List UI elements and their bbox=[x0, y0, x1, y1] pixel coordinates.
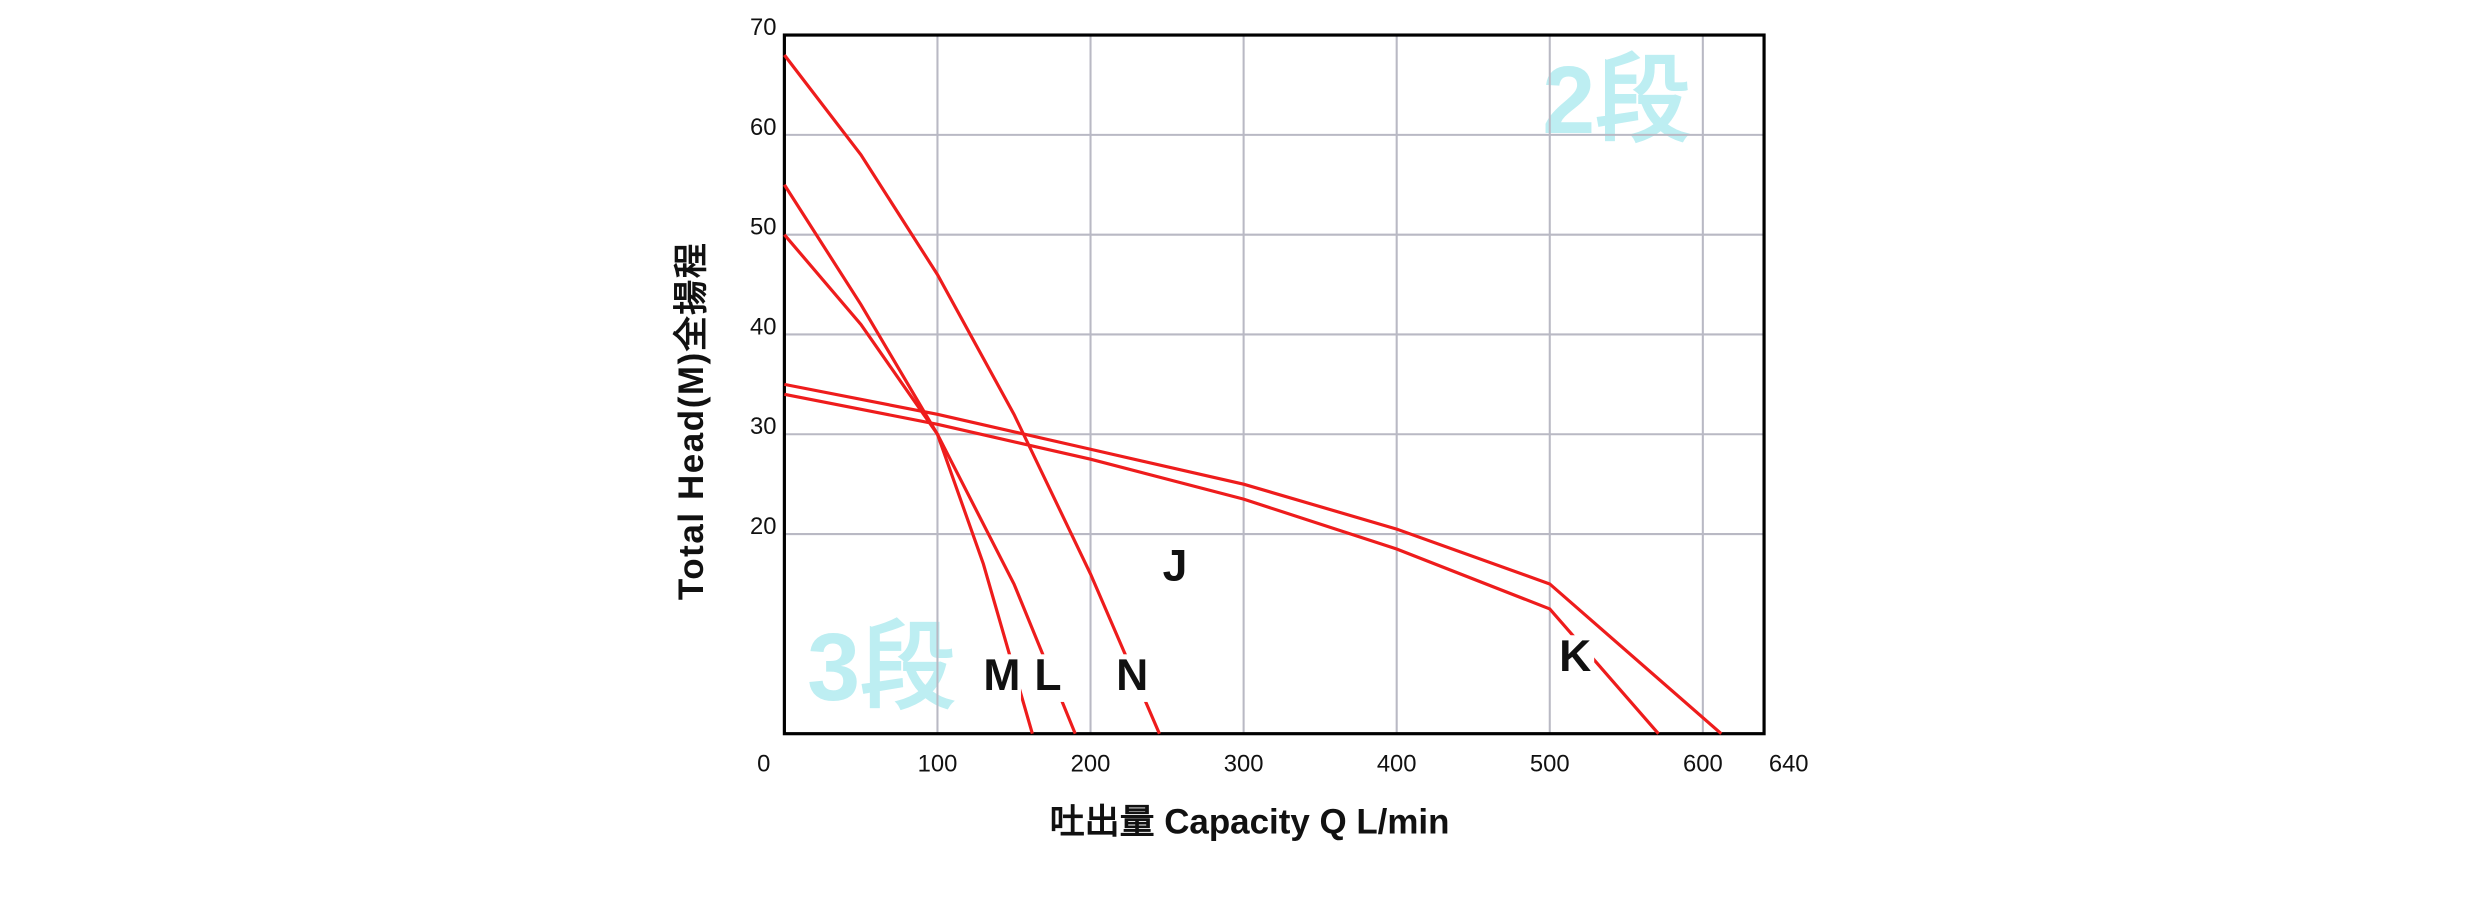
x-tick-label: 400 bbox=[1377, 751, 1417, 778]
y-tick-label: 40 bbox=[750, 313, 776, 340]
label-backdrop bbox=[1113, 654, 1152, 702]
y-tick-label: 30 bbox=[750, 413, 776, 440]
series-label: M bbox=[983, 651, 1020, 700]
y-tick-label: 60 bbox=[750, 114, 776, 141]
x-tick-label: 300 bbox=[1224, 751, 1264, 778]
x-axis-title: 吐出量 Capacity Q L/min bbox=[1050, 802, 1450, 841]
x-tick-label: 0 bbox=[757, 751, 770, 778]
watermark: 2段 bbox=[1542, 48, 1690, 154]
x-tick-label: 200 bbox=[1071, 751, 1111, 778]
label-backdrop bbox=[1155, 544, 1195, 593]
series-line bbox=[783, 54, 1161, 735]
series-label: L bbox=[1034, 651, 1061, 700]
x-tick-label: 100 bbox=[918, 751, 958, 778]
y-axis-title: Total Head(M)全揚程 bbox=[671, 242, 711, 600]
series-label: N bbox=[1116, 651, 1148, 700]
label-backdrop bbox=[982, 654, 1021, 702]
x-tick-label: 600 bbox=[1683, 751, 1723, 778]
x-tick-label: 500 bbox=[1530, 751, 1570, 778]
y-tick-label: 20 bbox=[750, 513, 776, 540]
y-tick-label: 50 bbox=[750, 214, 776, 241]
series-label: J bbox=[1163, 541, 1188, 590]
series-label: K bbox=[1559, 632, 1591, 681]
label-backdrop bbox=[1028, 654, 1068, 702]
x-tick-label: 640 bbox=[1769, 751, 1809, 778]
series-line bbox=[784, 382, 1723, 735]
series-line bbox=[783, 233, 1077, 735]
watermark: 3段 bbox=[807, 615, 955, 721]
y-tick-label: 70 bbox=[750, 14, 776, 41]
series-line bbox=[784, 392, 1660, 735]
label-backdrop bbox=[1556, 635, 1595, 683]
